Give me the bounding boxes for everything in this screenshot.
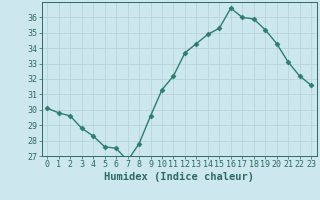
X-axis label: Humidex (Indice chaleur): Humidex (Indice chaleur): [104, 172, 254, 182]
